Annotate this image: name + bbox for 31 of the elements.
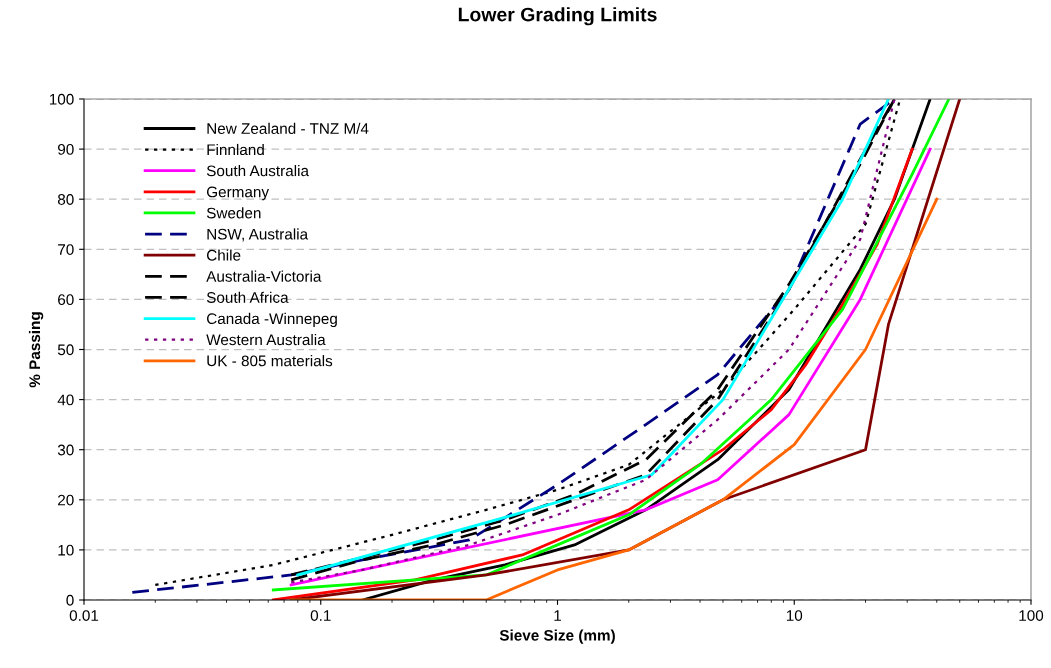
legend-label: NSW, Australia [207, 228, 309, 242]
legend-label: Sweden [206, 207, 261, 219]
x-tick-label: 0.01 [69, 610, 99, 621]
y-tick-label: 90 [58, 143, 74, 155]
legend-label: Finnland [207, 143, 264, 156]
legend-label: Canada -Winnepeg [206, 312, 337, 328]
x-axis-title: Sieve Size (mm) [499, 629, 615, 644]
legend-label: Australia-Victoria [206, 270, 322, 282]
y-tick-label: 40 [57, 394, 74, 406]
y-tick-label: 0 [66, 594, 74, 606]
chart-title: Lower Grading Limits [458, 7, 657, 26]
y-tick-label: 20 [58, 494, 74, 506]
y-tick-label: 60 [58, 294, 74, 306]
y-axis-title: % Passing [28, 312, 44, 388]
y-tick-label: 70 [58, 244, 74, 255]
y-tick-label: 30 [57, 444, 74, 456]
legend-label: Chile [206, 249, 241, 261]
y-tick-label: 80 [57, 194, 74, 205]
y-tick-label: 100 [49, 93, 74, 105]
legend-label: New Zealand - TNZ M/4 [207, 122, 369, 134]
legend-label: Germany [206, 186, 270, 201]
y-tick-label: 10 [58, 544, 74, 556]
legend-label: Western Australia [206, 333, 326, 346]
legend-label: South Africa [206, 291, 289, 303]
x-tick-label: 100 [1019, 610, 1044, 621]
y-tick-label: 50 [57, 344, 74, 356]
x-tick-label: 1 [554, 610, 561, 621]
legend-label: South Australia [206, 165, 309, 177]
x-tick-label: 10 [786, 610, 803, 621]
x-tick-label: 0.1 [310, 610, 331, 621]
legend-label: UK - 805 materials [207, 355, 333, 367]
